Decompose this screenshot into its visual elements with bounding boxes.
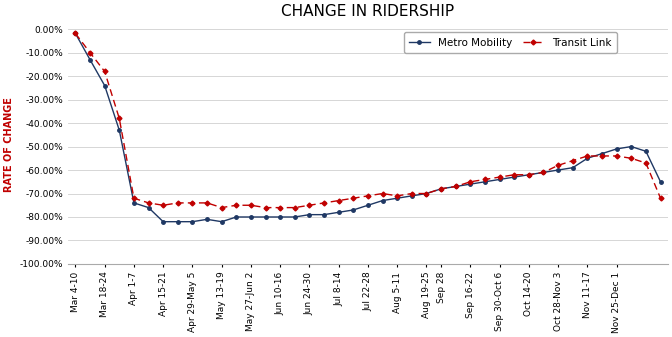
Transit Link <box>598 154 606 158</box>
Metro Mobility <box>393 196 401 200</box>
Transit Link <box>144 201 153 205</box>
Transit Link <box>71 31 79 35</box>
Line: Transit Link: Transit Link <box>74 32 662 209</box>
Transit Link <box>583 154 591 158</box>
Transit Link <box>335 198 343 203</box>
Metro Mobility <box>627 145 635 149</box>
Metro Mobility <box>218 220 226 224</box>
Metro Mobility <box>452 184 460 188</box>
Metro Mobility <box>437 187 445 191</box>
Metro Mobility <box>495 177 503 181</box>
Metro Mobility <box>554 168 562 172</box>
Metro Mobility <box>613 147 621 151</box>
Y-axis label: RATE OF CHANGE: RATE OF CHANGE <box>4 97 14 192</box>
Title: CHANGE IN RIDERSHIP: CHANGE IN RIDERSHIP <box>282 4 454 19</box>
Metro Mobility <box>335 210 343 214</box>
Metro Mobility <box>378 198 386 203</box>
Metro Mobility <box>247 215 255 219</box>
Metro Mobility <box>569 166 577 170</box>
Transit Link <box>364 194 372 198</box>
Transit Link <box>188 201 196 205</box>
Transit Link <box>408 191 416 195</box>
Metro Mobility <box>174 220 182 224</box>
Metro Mobility <box>305 213 313 217</box>
Transit Link <box>378 191 386 195</box>
Metro Mobility <box>583 156 591 160</box>
Metro Mobility <box>276 215 284 219</box>
Transit Link <box>130 196 138 200</box>
Metro Mobility <box>481 180 489 184</box>
Transit Link <box>452 184 460 188</box>
Metro Mobility <box>466 182 474 186</box>
Transit Link <box>540 171 548 175</box>
Legend: Metro Mobility, Transit Link: Metro Mobility, Transit Link <box>404 32 617 53</box>
Transit Link <box>305 203 313 207</box>
Transit Link <box>657 196 665 200</box>
Transit Link <box>569 159 577 163</box>
Transit Link <box>116 116 124 120</box>
Transit Link <box>554 163 562 167</box>
Transit Link <box>247 203 255 207</box>
Metro Mobility <box>261 215 269 219</box>
Metro Mobility <box>349 208 358 212</box>
Transit Link <box>627 156 635 160</box>
Metro Mobility <box>203 217 211 221</box>
Metro Mobility <box>188 220 196 224</box>
Metro Mobility <box>408 194 416 198</box>
Transit Link <box>261 206 269 210</box>
Metro Mobility <box>101 84 109 88</box>
Metro Mobility <box>291 215 299 219</box>
Metro Mobility <box>525 173 533 177</box>
Metro Mobility <box>510 175 518 179</box>
Transit Link <box>481 177 489 181</box>
Metro Mobility <box>642 149 650 153</box>
Transit Link <box>437 187 445 191</box>
Transit Link <box>174 201 182 205</box>
Transit Link <box>159 203 167 207</box>
Metro Mobility <box>71 31 79 35</box>
Metro Mobility <box>116 128 124 132</box>
Transit Link <box>203 201 211 205</box>
Metro Mobility <box>233 215 241 219</box>
Metro Mobility <box>130 201 138 205</box>
Transit Link <box>86 51 94 55</box>
Transit Link <box>393 194 401 198</box>
Transit Link <box>349 196 358 200</box>
Transit Link <box>510 173 518 177</box>
Transit Link <box>642 161 650 165</box>
Metro Mobility <box>86 58 94 62</box>
Transit Link <box>466 180 474 184</box>
Transit Link <box>218 206 226 210</box>
Line: Metro Mobility: Metro Mobility <box>74 32 662 223</box>
Transit Link <box>233 203 241 207</box>
Transit Link <box>276 206 284 210</box>
Metro Mobility <box>598 152 606 156</box>
Metro Mobility <box>540 171 548 175</box>
Transit Link <box>495 175 503 179</box>
Metro Mobility <box>423 191 431 195</box>
Transit Link <box>423 191 431 195</box>
Transit Link <box>291 206 299 210</box>
Transit Link <box>613 154 621 158</box>
Transit Link <box>320 201 328 205</box>
Transit Link <box>525 173 533 177</box>
Metro Mobility <box>159 220 167 224</box>
Transit Link <box>101 69 109 73</box>
Metro Mobility <box>657 180 665 184</box>
Metro Mobility <box>144 206 153 210</box>
Metro Mobility <box>320 213 328 217</box>
Metro Mobility <box>364 203 372 207</box>
